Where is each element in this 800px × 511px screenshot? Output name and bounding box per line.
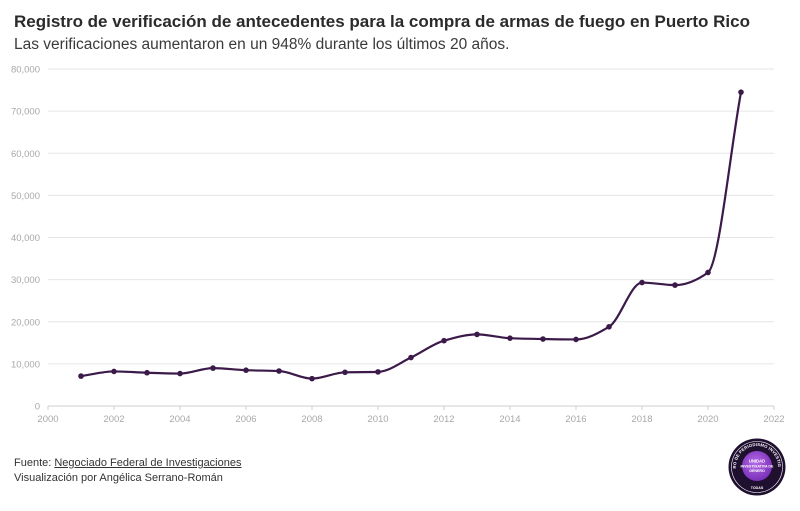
chart-subtitle: Las verificaciones aumentaron en un 948%… (14, 36, 510, 53)
svg-text:UNIDAD: UNIDAD (749, 459, 765, 464)
data-point (540, 336, 546, 342)
x-tick-label: 2000 (37, 414, 58, 425)
data-point (144, 369, 150, 376)
svg-text:INVESTIGATIVA DE: INVESTIGATIVA DE (741, 465, 774, 469)
source-prefix: Fuente: (14, 457, 55, 469)
svg-text:GÉNERO: GÉNERO (749, 468, 765, 473)
y-tick-label: 60,000 (11, 149, 40, 160)
chart-title: Registro de verificación de antecedentes… (14, 12, 750, 31)
x-tick-label: 2014 (499, 414, 520, 425)
y-tick-label: 40,000 (11, 233, 40, 244)
gridlines (48, 68, 774, 407)
y-tick-label: 0 (35, 402, 40, 413)
series-line (80, 91, 743, 380)
data-point (111, 368, 117, 375)
y-axis-ticks: 0 10,000 20,000 30,000 40,000 50,000 60,000 70,… (11, 65, 40, 413)
data-point (573, 336, 579, 343)
x-tick-label: 2010 (367, 414, 388, 425)
y-tick-label: 80,000 (11, 65, 40, 76)
x-tick-label: 2004 (169, 414, 190, 425)
data-point (309, 375, 315, 382)
x-tick-label: 2020 (697, 414, 718, 425)
data-point (639, 279, 645, 286)
x-tick-label: 2008 (301, 414, 322, 425)
x-tick-label: 2012 (433, 414, 454, 425)
data-point (606, 324, 612, 330)
series-group (78, 89, 744, 382)
data-point (672, 282, 678, 288)
data-point (408, 354, 414, 361)
cpi-logo: CENTRO DE PERIODISMO INVESTIGATIVO UNIDA… (728, 438, 786, 496)
data-point (210, 365, 216, 371)
data-point (507, 335, 513, 341)
data-point (177, 370, 183, 377)
y-tick-label: 10,000 (11, 359, 40, 370)
data-point (705, 269, 711, 276)
y-tick-label: 20,000 (11, 317, 40, 328)
x-tick-label: 2018 (631, 414, 652, 425)
svg-text:TODAS: TODAS (751, 486, 764, 490)
source-line: Fuente: Negociado Federal de Investigaci… (14, 456, 241, 471)
y-tick-label: 30,000 (11, 275, 40, 286)
y-tick-label: 50,000 (11, 191, 40, 202)
data-point (375, 369, 381, 375)
data-point (243, 367, 249, 373)
source-link[interactable]: Negociado Federal de Investigaciones (54, 457, 242, 469)
data-point (441, 337, 447, 344)
data-point (738, 89, 744, 95)
x-tick-label: 2002 (103, 414, 124, 425)
x-tick-label: 2016 (565, 414, 586, 425)
data-point (78, 373, 84, 379)
data-point (474, 331, 480, 338)
x-axis-ticks: 2000 2002 2004 2006 2008 2010 2012 2014 2016 2018… (37, 406, 785, 425)
data-point (276, 368, 282, 374)
data-point (342, 369, 348, 376)
x-tick-label: 2022 (763, 414, 784, 425)
x-tick-label: 2006 (235, 414, 256, 425)
y-tick-label: 70,000 (11, 107, 40, 118)
footer: Fuente: Negociado Federal de Investigaci… (14, 456, 241, 486)
line-chart: 0 10,000 20,000 30,000 40,000 50,000 60,000 70,… (11, 65, 785, 426)
credit-line: Visualización por Angélica Serrano-Román (14, 472, 223, 484)
